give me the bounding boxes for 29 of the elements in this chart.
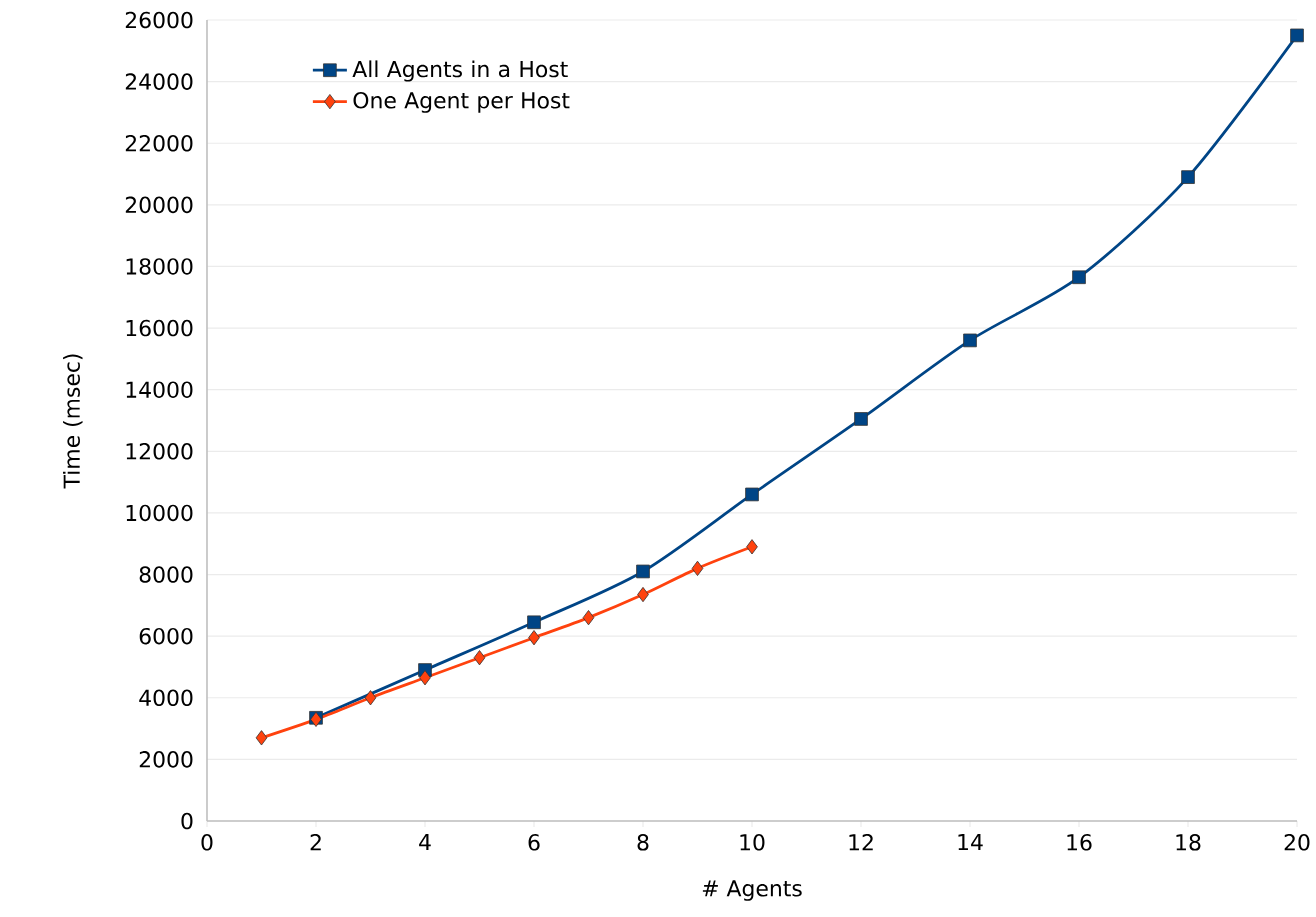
legend-label: All Agents in a Host bbox=[352, 60, 568, 82]
x-tick-label: 2 bbox=[310, 834, 321, 851]
y-tick-label: 10000 bbox=[126, 504, 193, 522]
y-tick-label: 24000 bbox=[125, 73, 193, 90]
x-tick-label: 20 bbox=[1284, 834, 1310, 851]
x-tick-label: 14 bbox=[958, 834, 983, 851]
y-tick-label: 16000 bbox=[126, 319, 193, 337]
y-tick-label: 8000 bbox=[139, 566, 193, 583]
y-tick-label: 2000 bbox=[139, 751, 193, 768]
y-tick-label: 12000 bbox=[126, 443, 193, 460]
y-tick-label: 6000 bbox=[139, 627, 193, 645]
y-axis-title: Time (msec) bbox=[63, 354, 83, 489]
x-axis-title: # Agents bbox=[702, 880, 802, 901]
y-tick-label: 14000 bbox=[126, 381, 193, 398]
y-tick-label: 20000 bbox=[125, 196, 193, 214]
x-tick-label: 12 bbox=[849, 834, 873, 851]
legend-label: One Agent per Host bbox=[353, 92, 570, 113]
y-tick-label: 26000 bbox=[125, 11, 193, 29]
x-tick-label: 4 bbox=[419, 834, 431, 851]
y-tick-label: 0 bbox=[181, 812, 193, 830]
y-tick-label: 22000 bbox=[125, 134, 193, 152]
x-tick-label: 16 bbox=[1067, 834, 1092, 851]
x-tick-label: 10 bbox=[740, 834, 765, 851]
y-tick-label: 18000 bbox=[126, 258, 193, 275]
x-tick-label: 18 bbox=[1176, 834, 1201, 851]
x-tick-label: 0 bbox=[201, 834, 213, 851]
x-tick-label: 6 bbox=[528, 834, 540, 851]
x-tick-label: 8 bbox=[637, 834, 649, 851]
y-tick-label: 4000 bbox=[139, 689, 193, 707]
